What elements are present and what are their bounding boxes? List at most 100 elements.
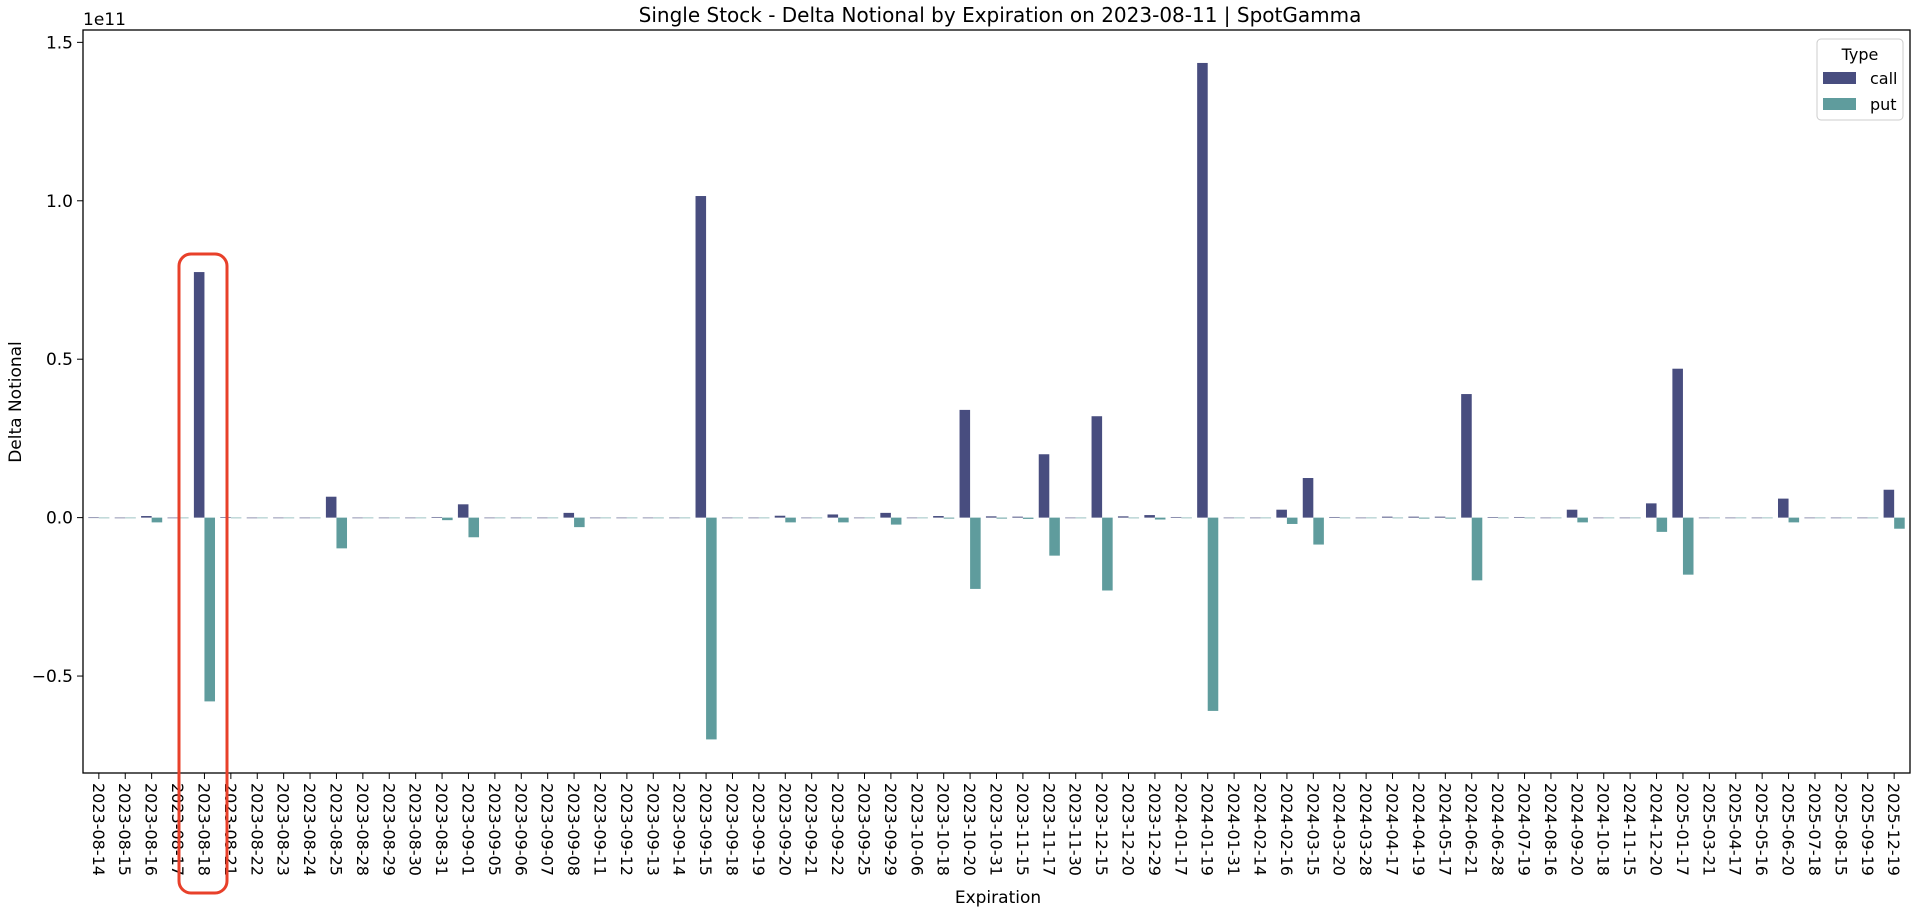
bar-put-2023-08-16: [151, 517, 163, 523]
bar-call-2024-01-19: [1197, 62, 1208, 518]
bar-put-2023-12-15: [1102, 517, 1113, 591]
bar-call-2025-08-15: [1830, 517, 1842, 519]
x-tick-label: 2025-06-20: [1779, 783, 1798, 876]
bar-call-2023-08-29: [378, 517, 390, 519]
bar-call-2024-04-17: [1381, 516, 1393, 518]
x-tick-label: 2024-02-14: [1251, 783, 1270, 876]
bar-put-2023-09-18: [732, 517, 744, 519]
x-tick-label: 2023-09-14: [670, 783, 689, 876]
x-tick-label: 2024-02-16: [1277, 783, 1296, 876]
x-tick-label: 2024-01-17: [1171, 783, 1190, 876]
bar-call-2023-11-15: [1012, 516, 1023, 518]
bar-call-2023-08-16: [141, 516, 152, 518]
x-tick-label: 2025-07-18: [1805, 783, 1824, 876]
bar-put-2025-12-19: [1894, 517, 1905, 529]
x-tick-label: 2024-01-19: [1198, 783, 1217, 876]
bar-put-2023-09-01: [468, 517, 480, 538]
bar-call-2024-05-17: [1434, 516, 1446, 518]
bar-put-2023-12-29: [1154, 517, 1166, 520]
bar-call-2023-08-25: [325, 496, 337, 518]
bar-put-2024-01-17: [1181, 517, 1192, 519]
legend-title: Type: [1841, 45, 1879, 64]
bar-call-2023-10-20: [959, 409, 971, 518]
x-tick-label: 2023-09-22: [828, 783, 847, 876]
x-tick-label: 2023-08-31: [432, 783, 451, 876]
bar-put-2023-09-07: [547, 517, 559, 519]
x-tick-label: 2023-09-20: [775, 783, 794, 876]
bar-call-2023-09-12: [616, 517, 627, 519]
x-tick-label: 2023-08-28: [353, 783, 372, 876]
bar-call-2023-12-29: [1144, 515, 1155, 518]
bar-call-2024-06-21: [1461, 394, 1472, 518]
bar-call-2023-09-18: [721, 517, 733, 519]
bar-put-2024-04-17: [1392, 517, 1404, 519]
x-tick-label: 2023-09-08: [564, 783, 583, 876]
bar-put-2023-09-15: [706, 517, 717, 740]
bar-put-2023-11-17: [1049, 517, 1060, 556]
bar-call-2023-09-05: [484, 517, 495, 519]
legend-label-call: call: [1870, 69, 1898, 88]
bar-call-2023-09-15: [695, 196, 707, 518]
bar-call-2025-01-17: [1672, 368, 1683, 518]
bar-call-2023-09-07: [537, 517, 548, 519]
bar-put-2023-11-15: [1022, 517, 1034, 519]
bar-call-2024-03-15: [1302, 478, 1314, 518]
bar-put-2023-09-29: [890, 517, 902, 525]
highlight-box: [177, 252, 229, 895]
x-axis-label: Expiration: [955, 888, 1041, 908]
bar-call-2025-12-19: [1883, 489, 1895, 518]
bar-call-2025-04-17: [1725, 517, 1736, 519]
legend: Type call put: [1816, 38, 1904, 121]
y-axis-label: Delta Notional: [6, 341, 26, 463]
x-tick-label: 2024-03-15: [1303, 783, 1322, 876]
x-tick-label: 2023-09-15: [696, 783, 715, 876]
bar-put-2025-08-15: [1841, 517, 1852, 519]
bar-call-2023-08-24: [299, 517, 311, 519]
x-tick-label: 2023-08-18: [194, 783, 213, 876]
bar-put-2024-08-16: [1550, 517, 1562, 519]
x-tick-label: 2025-05-16: [1752, 783, 1771, 876]
bar-put-2025-07-18: [1814, 517, 1826, 519]
bar-put-2025-05-16: [1762, 517, 1773, 519]
chart-title: Single Stock - Delta Notional by Expirat…: [639, 3, 1362, 27]
bar-put-2024-12-20: [1656, 517, 1668, 532]
bar-put-2023-09-21: [811, 517, 823, 519]
bar-put-2023-08-29: [389, 517, 400, 519]
bars-group: [88, 62, 1905, 740]
bar-call-2024-10-18: [1593, 517, 1604, 519]
x-tick-label: 2023-08-15: [115, 783, 134, 876]
bar-put-2024-02-16: [1286, 517, 1298, 524]
bar-call-2024-03-20: [1329, 516, 1340, 518]
bar-call-2025-05-16: [1751, 517, 1763, 519]
x-tick-label: 2023-11-15: [1013, 783, 1032, 876]
x-tick-label: 2024-04-19: [1409, 783, 1428, 876]
x-ticks: 2023-08-14 2023-08-15 2023-08-16 2023-08-17…: [89, 773, 1903, 876]
x-tick-label: 2023-12-20: [1119, 783, 1138, 876]
x-tick-label: 2024-07-19: [1515, 783, 1534, 876]
plot-frame: [82, 29, 1911, 774]
bar-call-2024-09-20: [1566, 509, 1578, 518]
y-tick-label: 1.0: [46, 192, 73, 212]
bar-call-2023-12-20: [1117, 516, 1129, 518]
bar-put-2024-03-20: [1339, 517, 1351, 519]
x-tick-label: 2023-09-13: [643, 783, 662, 876]
bar-put-2023-09-11: [600, 517, 612, 519]
x-tick-label: 2023-09-11: [590, 783, 609, 876]
x-tick-label: 2023-09-29: [881, 783, 900, 876]
bar-call-2023-09-19: [748, 517, 759, 519]
bar-put-2023-08-15: [125, 517, 136, 519]
bar-call-2024-01-17: [1170, 516, 1182, 518]
bar-call-2023-08-15: [114, 517, 126, 519]
bar-put-2023-08-24: [310, 517, 321, 519]
x-tick-label: 2023-09-18: [722, 783, 741, 876]
x-tick-label: 2023-09-19: [749, 783, 768, 876]
bar-call-2023-08-14: [88, 517, 99, 519]
bar-call-2023-09-22: [827, 514, 839, 518]
bar-put-2024-03-28: [1366, 517, 1377, 519]
bar-put-2023-09-05: [494, 517, 506, 519]
bar-put-2023-09-08: [574, 517, 585, 528]
x-tick-label: 2025-09-19: [1858, 783, 1877, 876]
bar-call-2024-03-28: [1355, 517, 1367, 519]
bar-put-2023-09-19: [758, 517, 770, 519]
